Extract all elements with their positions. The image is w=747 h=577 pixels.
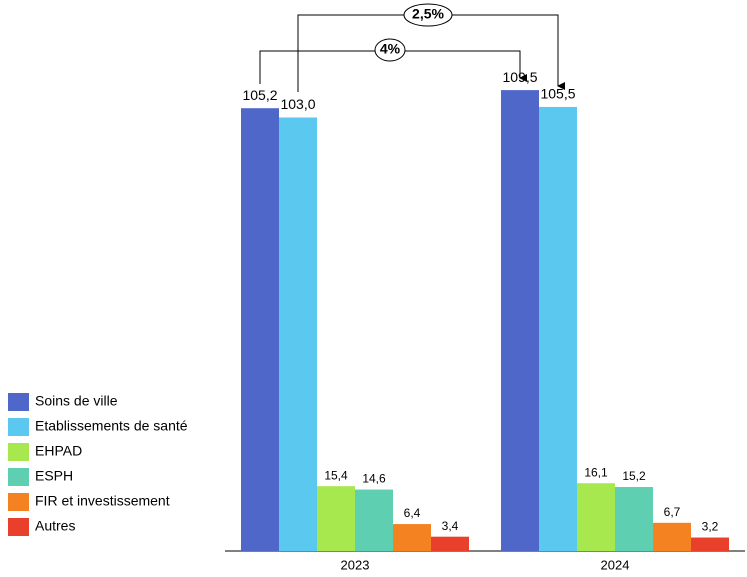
bar bbox=[393, 524, 431, 551]
legend-label: FIR et investissement bbox=[35, 493, 170, 509]
legend-label: Soins de ville bbox=[35, 393, 118, 409]
data-label: 109,5 bbox=[502, 69, 537, 85]
bar bbox=[241, 108, 279, 551]
bar bbox=[577, 483, 615, 551]
data-label: 16,1 bbox=[584, 465, 608, 479]
legend-label: EHPAD bbox=[35, 443, 82, 459]
bar bbox=[317, 486, 355, 551]
bar bbox=[431, 536, 469, 551]
data-label: 6,4 bbox=[404, 506, 421, 520]
bar bbox=[279, 117, 317, 552]
legend-swatch bbox=[8, 393, 29, 411]
legend-swatch bbox=[8, 518, 29, 536]
x-tick-label: 2023 bbox=[341, 557, 370, 572]
annotation-bubble bbox=[374, 38, 406, 62]
legend-label: Etablissements de santé bbox=[35, 418, 188, 434]
legend-label: ESPH bbox=[35, 468, 73, 484]
data-label: 105,5 bbox=[540, 86, 575, 102]
annotation: 4% bbox=[380, 41, 401, 57]
data-label: 3,4 bbox=[442, 519, 459, 533]
data-label: 6,7 bbox=[664, 505, 681, 519]
bar bbox=[539, 106, 577, 551]
legend-swatch bbox=[8, 493, 29, 511]
bar bbox=[355, 489, 393, 551]
data-label: 105,2 bbox=[242, 87, 277, 103]
data-label: 15,4 bbox=[324, 468, 348, 482]
bar bbox=[653, 522, 691, 551]
legend-swatch bbox=[8, 418, 29, 436]
data-label: 3,2 bbox=[702, 520, 719, 534]
data-label: 15,2 bbox=[622, 469, 646, 483]
x-tick-label: 2024 bbox=[601, 557, 630, 572]
bar bbox=[501, 90, 539, 551]
annotation: 2,5% bbox=[412, 6, 444, 22]
bar bbox=[691, 537, 729, 551]
data-label: 103,0 bbox=[280, 96, 315, 112]
legend-swatch bbox=[8, 468, 29, 486]
annotation-bubble bbox=[403, 3, 453, 27]
bar bbox=[615, 487, 653, 551]
data-label: 14,6 bbox=[362, 472, 386, 486]
legend-swatch bbox=[8, 443, 29, 461]
legend-label: Autres bbox=[35, 518, 75, 534]
